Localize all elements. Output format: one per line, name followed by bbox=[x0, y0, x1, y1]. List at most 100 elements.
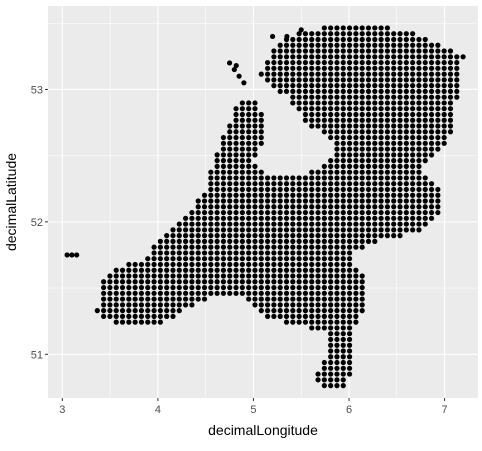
data-point bbox=[252, 290, 258, 296]
data-point bbox=[428, 42, 435, 48]
data-point bbox=[220, 279, 227, 285]
data-point bbox=[340, 308, 346, 314]
data-point bbox=[441, 100, 447, 106]
data-point bbox=[107, 290, 113, 296]
data-point bbox=[264, 238, 271, 244]
data-point bbox=[132, 267, 138, 273]
data-point bbox=[201, 267, 208, 273]
data-point bbox=[416, 117, 422, 123]
data-point bbox=[290, 296, 296, 302]
data-point bbox=[170, 261, 176, 268]
data-point bbox=[239, 279, 245, 285]
data-point bbox=[145, 267, 151, 273]
data-point bbox=[403, 169, 409, 175]
data-point bbox=[428, 59, 435, 66]
data-point bbox=[365, 65, 372, 71]
data-point bbox=[428, 134, 435, 141]
data-point bbox=[328, 365, 334, 371]
data-point bbox=[447, 54, 454, 60]
data-point bbox=[391, 83, 397, 89]
data-point bbox=[340, 284, 346, 291]
data-point bbox=[359, 100, 365, 106]
data-point bbox=[321, 267, 327, 273]
data-point bbox=[334, 198, 340, 204]
data-point bbox=[151, 308, 157, 314]
data-point bbox=[290, 59, 296, 66]
data-point bbox=[359, 238, 365, 244]
data-point bbox=[416, 123, 422, 129]
data-point bbox=[321, 65, 327, 71]
data-point bbox=[283, 192, 290, 198]
data-point bbox=[170, 233, 176, 239]
data-point bbox=[201, 256, 208, 262]
data-point bbox=[422, 94, 428, 100]
data-point bbox=[334, 256, 340, 262]
data-point bbox=[315, 313, 321, 319]
data-point bbox=[233, 152, 239, 158]
data-point bbox=[378, 134, 384, 141]
data-point bbox=[378, 152, 384, 158]
data-point bbox=[391, 233, 397, 239]
data-point bbox=[290, 267, 296, 273]
data-point bbox=[296, 308, 302, 314]
data-point bbox=[321, 175, 327, 181]
data-point bbox=[340, 342, 346, 348]
data-point bbox=[189, 215, 195, 221]
data-point bbox=[151, 244, 157, 250]
data-point bbox=[258, 198, 264, 204]
data-point bbox=[170, 267, 176, 273]
data-point bbox=[321, 244, 327, 250]
data-point bbox=[264, 313, 271, 319]
data-point bbox=[119, 273, 126, 279]
data-point bbox=[164, 244, 170, 250]
data-point bbox=[340, 186, 346, 193]
data-point bbox=[157, 250, 163, 256]
data-point bbox=[353, 71, 359, 77]
data-point bbox=[271, 198, 277, 204]
data-point bbox=[340, 319, 346, 325]
data-point bbox=[296, 250, 302, 256]
data-point bbox=[391, 198, 397, 204]
data-point bbox=[403, 215, 409, 221]
data-point bbox=[435, 94, 441, 100]
data-point bbox=[151, 267, 157, 273]
data-point bbox=[328, 117, 334, 123]
data-point bbox=[227, 152, 233, 158]
data-point bbox=[378, 54, 384, 60]
data-point bbox=[378, 158, 384, 164]
data-point bbox=[208, 169, 214, 175]
data-point bbox=[277, 221, 283, 227]
data-point bbox=[384, 25, 391, 31]
data-point bbox=[328, 296, 334, 302]
data-point bbox=[334, 158, 340, 164]
data-point bbox=[353, 163, 359, 169]
data-point bbox=[340, 192, 346, 198]
data-point bbox=[264, 175, 271, 181]
data-point bbox=[321, 359, 327, 366]
data-point bbox=[328, 215, 334, 221]
data-point bbox=[214, 279, 220, 285]
data-point bbox=[353, 48, 359, 54]
data-point bbox=[353, 134, 359, 141]
data-point bbox=[290, 319, 296, 325]
data-point bbox=[252, 198, 258, 204]
data-point bbox=[416, 83, 422, 89]
data-point bbox=[334, 181, 340, 187]
data-point bbox=[195, 273, 201, 279]
data-point bbox=[283, 261, 290, 268]
data-point bbox=[183, 250, 189, 256]
data-point bbox=[346, 83, 353, 89]
data-point bbox=[132, 296, 138, 302]
data-point bbox=[340, 336, 346, 343]
data-point bbox=[107, 302, 113, 308]
data-point bbox=[227, 267, 233, 273]
data-point bbox=[397, 215, 403, 221]
data-point bbox=[321, 296, 327, 302]
data-point bbox=[346, 233, 353, 239]
data-point bbox=[403, 71, 409, 77]
data-point bbox=[359, 181, 365, 187]
data-point bbox=[346, 319, 353, 325]
data-point bbox=[258, 233, 264, 239]
data-point bbox=[132, 284, 138, 291]
